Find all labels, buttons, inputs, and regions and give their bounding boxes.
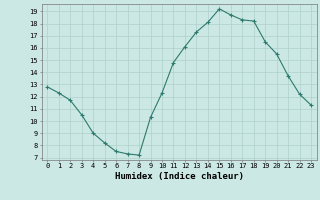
X-axis label: Humidex (Indice chaleur): Humidex (Indice chaleur) xyxy=(115,172,244,181)
